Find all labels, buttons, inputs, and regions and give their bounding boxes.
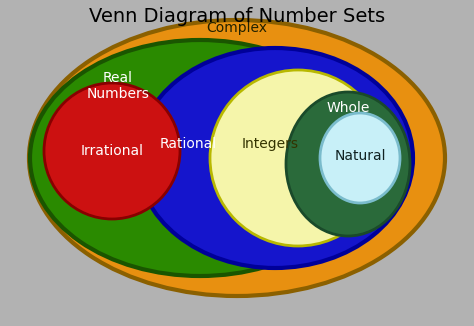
- Text: Integers: Integers: [241, 137, 299, 151]
- Ellipse shape: [137, 48, 413, 268]
- Ellipse shape: [210, 70, 386, 246]
- Text: Natural: Natural: [334, 149, 386, 163]
- Text: Venn Diagram of Number Sets: Venn Diagram of Number Sets: [89, 7, 385, 25]
- Ellipse shape: [286, 92, 410, 236]
- Ellipse shape: [29, 20, 445, 296]
- Ellipse shape: [320, 113, 400, 203]
- Ellipse shape: [44, 83, 180, 219]
- Text: Complex: Complex: [207, 21, 267, 35]
- Text: Rational: Rational: [159, 137, 217, 151]
- Ellipse shape: [30, 40, 370, 276]
- Text: Irrational: Irrational: [81, 144, 144, 158]
- Text: Whole: Whole: [326, 101, 370, 115]
- Text: Real
Numbers: Real Numbers: [87, 71, 149, 101]
